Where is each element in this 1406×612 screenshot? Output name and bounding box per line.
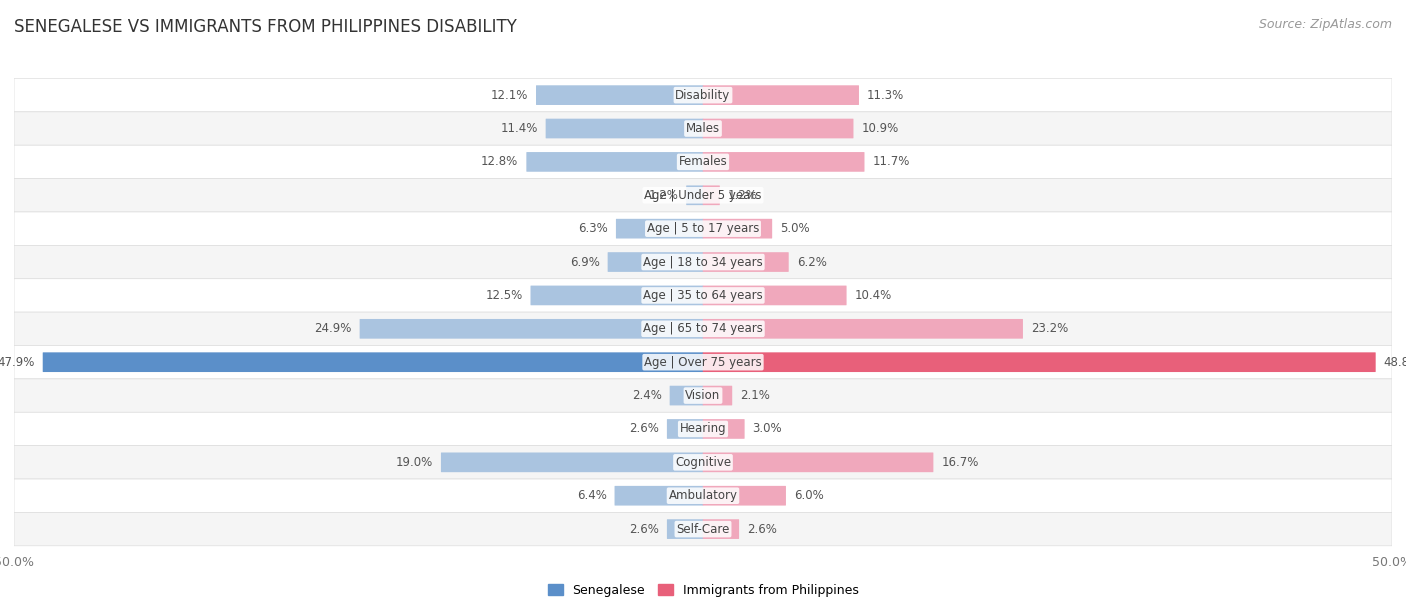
Text: 6.3%: 6.3%: [578, 222, 607, 235]
Text: 6.9%: 6.9%: [569, 256, 599, 269]
Text: 5.0%: 5.0%: [780, 222, 810, 235]
FancyBboxPatch shape: [703, 486, 786, 506]
FancyBboxPatch shape: [703, 286, 846, 305]
FancyBboxPatch shape: [526, 152, 703, 172]
Text: 2.6%: 2.6%: [747, 523, 778, 536]
FancyBboxPatch shape: [703, 185, 720, 205]
Legend: Senegalese, Immigrants from Philippines: Senegalese, Immigrants from Philippines: [543, 579, 863, 602]
Text: 2.6%: 2.6%: [628, 422, 659, 436]
Text: 10.9%: 10.9%: [862, 122, 898, 135]
FancyBboxPatch shape: [703, 252, 789, 272]
FancyBboxPatch shape: [14, 179, 1392, 212]
Text: Hearing: Hearing: [679, 422, 727, 436]
FancyBboxPatch shape: [703, 353, 1375, 372]
FancyBboxPatch shape: [686, 185, 703, 205]
FancyBboxPatch shape: [14, 312, 1392, 346]
Text: 1.2%: 1.2%: [728, 188, 758, 202]
FancyBboxPatch shape: [14, 479, 1392, 512]
Text: 11.4%: 11.4%: [501, 122, 537, 135]
Text: 12.1%: 12.1%: [491, 89, 529, 102]
Text: Age | 18 to 34 years: Age | 18 to 34 years: [643, 256, 763, 269]
FancyBboxPatch shape: [14, 346, 1392, 379]
FancyBboxPatch shape: [703, 419, 745, 439]
Text: 2.6%: 2.6%: [628, 523, 659, 536]
Text: Age | Under 5 years: Age | Under 5 years: [644, 188, 762, 202]
Text: Age | 5 to 17 years: Age | 5 to 17 years: [647, 222, 759, 235]
FancyBboxPatch shape: [360, 319, 703, 338]
FancyBboxPatch shape: [703, 152, 865, 172]
FancyBboxPatch shape: [666, 519, 703, 539]
FancyBboxPatch shape: [607, 252, 703, 272]
Text: Age | 65 to 74 years: Age | 65 to 74 years: [643, 323, 763, 335]
Text: 16.7%: 16.7%: [942, 456, 979, 469]
FancyBboxPatch shape: [703, 219, 772, 239]
Text: 23.2%: 23.2%: [1031, 323, 1069, 335]
FancyBboxPatch shape: [669, 386, 703, 405]
FancyBboxPatch shape: [42, 353, 703, 372]
Text: Ambulatory: Ambulatory: [668, 489, 738, 502]
FancyBboxPatch shape: [14, 245, 1392, 278]
FancyBboxPatch shape: [14, 112, 1392, 145]
Text: 11.7%: 11.7%: [873, 155, 910, 168]
Text: Age | 35 to 64 years: Age | 35 to 64 years: [643, 289, 763, 302]
Text: Cognitive: Cognitive: [675, 456, 731, 469]
FancyBboxPatch shape: [441, 452, 703, 472]
FancyBboxPatch shape: [14, 512, 1392, 546]
Text: Females: Females: [679, 155, 727, 168]
Text: 48.8%: 48.8%: [1384, 356, 1406, 368]
FancyBboxPatch shape: [703, 119, 853, 138]
Text: 24.9%: 24.9%: [315, 323, 352, 335]
FancyBboxPatch shape: [703, 519, 740, 539]
FancyBboxPatch shape: [616, 219, 703, 239]
Text: 1.2%: 1.2%: [648, 188, 678, 202]
Text: 6.4%: 6.4%: [576, 489, 606, 502]
FancyBboxPatch shape: [14, 379, 1392, 412]
FancyBboxPatch shape: [666, 419, 703, 439]
Text: 11.3%: 11.3%: [868, 89, 904, 102]
Text: 10.4%: 10.4%: [855, 289, 891, 302]
FancyBboxPatch shape: [536, 85, 703, 105]
Text: Disability: Disability: [675, 89, 731, 102]
FancyBboxPatch shape: [14, 412, 1392, 446]
FancyBboxPatch shape: [14, 212, 1392, 245]
Text: Source: ZipAtlas.com: Source: ZipAtlas.com: [1258, 18, 1392, 31]
FancyBboxPatch shape: [530, 286, 703, 305]
Text: 6.0%: 6.0%: [794, 489, 824, 502]
Text: 2.4%: 2.4%: [631, 389, 662, 402]
Text: SENEGALESE VS IMMIGRANTS FROM PHILIPPINES DISABILITY: SENEGALESE VS IMMIGRANTS FROM PHILIPPINE…: [14, 18, 517, 36]
Text: 19.0%: 19.0%: [395, 456, 433, 469]
FancyBboxPatch shape: [703, 386, 733, 405]
FancyBboxPatch shape: [703, 85, 859, 105]
FancyBboxPatch shape: [14, 446, 1392, 479]
Text: 3.0%: 3.0%: [752, 422, 782, 436]
Text: 2.1%: 2.1%: [740, 389, 770, 402]
Text: 6.2%: 6.2%: [797, 256, 827, 269]
Text: Self-Care: Self-Care: [676, 523, 730, 536]
FancyBboxPatch shape: [14, 278, 1392, 312]
Text: Vision: Vision: [685, 389, 721, 402]
FancyBboxPatch shape: [14, 78, 1392, 112]
FancyBboxPatch shape: [703, 452, 934, 472]
Text: 12.5%: 12.5%: [485, 289, 523, 302]
Text: Males: Males: [686, 122, 720, 135]
Text: 12.8%: 12.8%: [481, 155, 519, 168]
FancyBboxPatch shape: [14, 145, 1392, 179]
Text: Age | Over 75 years: Age | Over 75 years: [644, 356, 762, 368]
FancyBboxPatch shape: [614, 486, 703, 506]
FancyBboxPatch shape: [703, 319, 1024, 338]
FancyBboxPatch shape: [546, 119, 703, 138]
Text: 47.9%: 47.9%: [0, 356, 35, 368]
